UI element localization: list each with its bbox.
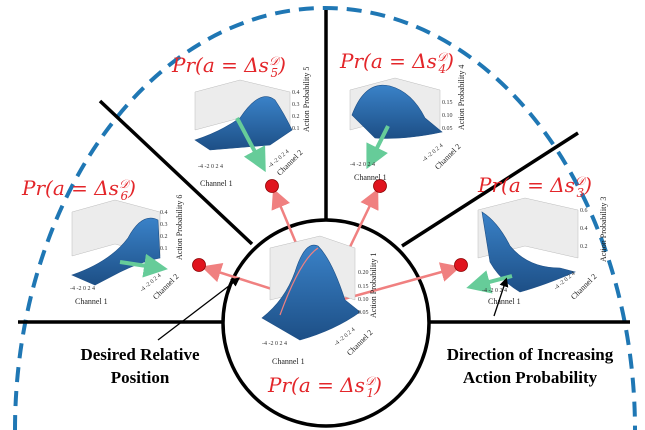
callout-desired-line2: Position [111, 368, 170, 387]
svg-text:0.4: 0.4 [292, 90, 300, 96]
svg-text:0.6: 0.6 [580, 208, 588, 214]
x-axis-label: Channel 1 [75, 297, 108, 306]
plot-top-left: 0.4 0.3 0.2 0.1 Action Probability 5 Cha… [194, 67, 311, 188]
z-axis-label: Action Probability 1 [369, 253, 378, 318]
x-axis-label: Channel 1 [272, 357, 305, 366]
z-tick: 0.20 [358, 270, 369, 276]
direction-arrow-top-left [235, 117, 266, 173]
plot-center: 0.20 0.15 0.10 0.05 Action Probability 1… [261, 235, 378, 366]
z-tick: 0.05 [358, 310, 369, 316]
z-axis-label: Action Probability 5 [302, 67, 311, 132]
marker-left [192, 258, 206, 272]
svg-text:0.2: 0.2 [160, 234, 168, 240]
svg-text:-4 -2 0 2 4: -4 -2 0 2 4 [70, 286, 95, 292]
svg-text:-4 -2 0 2 4: -4 -2 0 2 4 [482, 288, 507, 294]
plot-left: 0.4 0.3 0.2 0.1 Action Probability 6 Cha… [70, 195, 184, 306]
x-axis-label: Channel 1 [488, 297, 521, 306]
x-ticks: -4 -2 0 2 4 [262, 341, 287, 347]
x-axis-label: Channel 1 [354, 173, 387, 182]
surface-top-right [351, 84, 443, 139]
label-pr3: Pr(a = Δs𝒟 3) [477, 173, 592, 200]
callout-pointer-left [157, 277, 241, 341]
svg-text:-4 -2 0 2 4: -4 -2 0 2 4 [350, 162, 375, 168]
label-pr4: Pr(a = Δs𝒟 4) [339, 49, 454, 76]
svg-text:0.10: 0.10 [442, 113, 453, 119]
x-axis-label: Channel 1 [200, 179, 233, 188]
divider-upper-left [98, 99, 254, 246]
position-markers [192, 179, 468, 272]
callout-desired-line1: Desired Relative [80, 345, 200, 364]
divider-upper-right [401, 131, 579, 248]
direction-arrow-top-right [366, 125, 390, 170]
svg-text:0.15: 0.15 [442, 100, 453, 106]
svg-text:0.3: 0.3 [160, 222, 168, 228]
direction-arrow-left [119, 253, 168, 278]
label-pr1: Pr(a = Δs𝒟 1) [267, 373, 382, 400]
marker-top-left [265, 179, 279, 193]
y-axis-label: Channel 2 [275, 148, 304, 177]
svg-text:0.1: 0.1 [160, 246, 168, 252]
label-pr5: Pr(a = Δs𝒟 5) [171, 53, 286, 80]
sector-dividers [18, 10, 630, 324]
svg-text:0.2: 0.2 [580, 244, 588, 250]
callout-pointer-right [493, 277, 509, 317]
svg-text:0.3: 0.3 [292, 102, 300, 108]
svg-text:0.4: 0.4 [160, 210, 168, 216]
dashed-boundary [13, 6, 637, 430]
plot-top-right: 0.15 0.10 0.05 Action Probability 4 Chan… [349, 65, 466, 182]
callout-direction-line1: Direction of Increasing [447, 345, 614, 364]
callout-direction-line2: Action Probability [463, 368, 598, 387]
svg-text:0.2: 0.2 [292, 114, 300, 120]
z-axis-label: Action Probability 3 [599, 197, 608, 262]
z-tick: 0.10 [358, 297, 369, 303]
z-axis-label: Action Probability 4 [457, 65, 466, 130]
svg-text:0.1: 0.1 [292, 126, 300, 132]
marker-top-right [373, 179, 387, 193]
label-pr6: Pr(a = Δs𝒟 6) [21, 176, 136, 203]
svg-text:0.4: 0.4 [580, 226, 588, 232]
surface-center [261, 244, 361, 341]
marker-right [454, 258, 468, 272]
svg-text:-4 -2 0 2 4: -4 -2 0 2 4 [198, 164, 223, 170]
z-axis-label: Action Probability 6 [175, 195, 184, 260]
plot-right: 0.6 0.4 0.2 Action Probability 3 Channel… [466, 197, 608, 306]
svg-text:0.05: 0.05 [442, 126, 453, 132]
z-tick: 0.15 [358, 284, 369, 290]
